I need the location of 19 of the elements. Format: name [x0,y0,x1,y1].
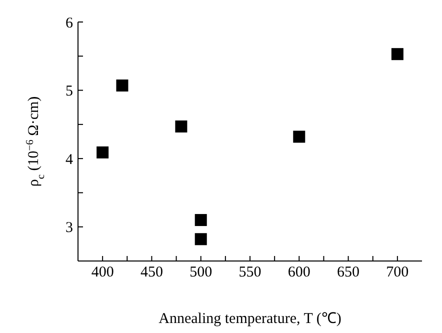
x-tick-label: 700 [386,264,409,281]
point [391,48,404,60]
point [96,146,109,158]
y-tick-label: 5 [66,84,73,100]
x-tick-label: 650 [337,264,360,281]
x-tick-label: 500 [190,264,212,281]
x-tick-label: 400 [91,264,114,281]
x-tick-label: 600 [288,264,310,281]
y-tick-label: 4 [66,152,74,168]
y-tick-label: 6 [66,15,74,32]
point [116,80,128,92]
y-tick-label: 3 [66,220,73,236]
point [194,214,207,226]
x-tick-label: 550 [238,264,262,281]
x-axis-title: Annealing temperature, T (℃) [158,311,342,327]
x-tick-label: 450 [140,264,163,281]
point [194,233,207,246]
point [293,130,306,143]
point [175,120,188,132]
